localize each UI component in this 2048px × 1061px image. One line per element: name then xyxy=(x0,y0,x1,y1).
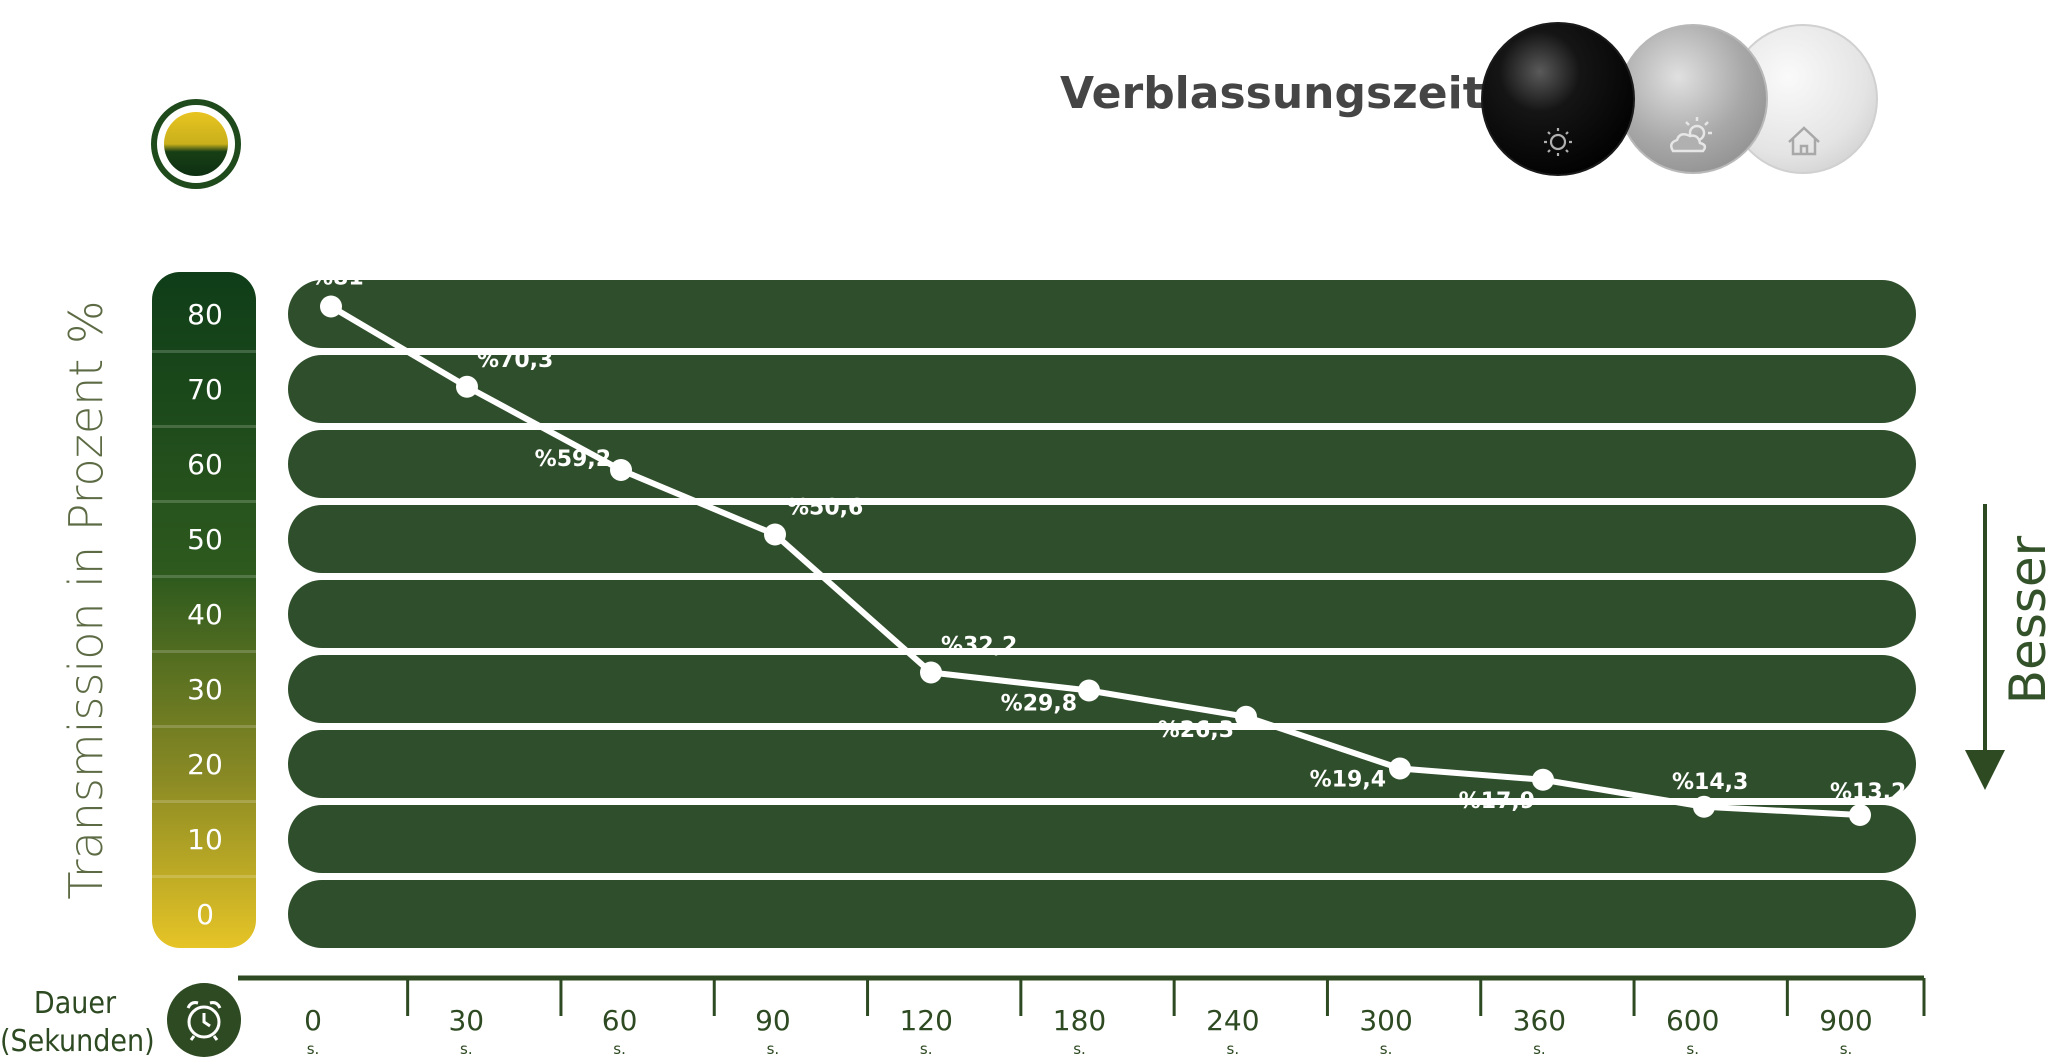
data-point xyxy=(456,375,478,398)
x-tick-unit: s. xyxy=(1227,1040,1240,1058)
y-pill-divider xyxy=(152,350,256,353)
lens-cloudy xyxy=(1618,24,1768,174)
x-tick-unit: s. xyxy=(1840,1040,1853,1058)
house-icon xyxy=(1788,126,1820,156)
y-tick-label: 60 xyxy=(187,448,223,481)
sun-icon xyxy=(1544,128,1572,156)
data-label: %70,3 xyxy=(477,348,553,373)
duration-label-line2: (Sekunden) xyxy=(0,1024,155,1059)
y-axis-pill xyxy=(152,272,256,948)
y-axis-pill-bg xyxy=(152,272,256,948)
data-label: %81 xyxy=(311,266,364,291)
x-tick-label: 240 xyxy=(1206,1004,1259,1037)
x-tick-label: 120 xyxy=(899,1004,952,1037)
y-pill-divider xyxy=(152,800,256,803)
data-label: %19,4 xyxy=(1310,768,1386,793)
chart-title: Verblassungszeit xyxy=(1060,68,1484,119)
grid-band xyxy=(288,280,1916,348)
data-point xyxy=(920,661,942,684)
y-tick-label: 30 xyxy=(187,673,223,706)
y-tick-label: 10 xyxy=(187,823,223,856)
grid-band xyxy=(288,505,1916,573)
y-tick-label: 80 xyxy=(187,298,223,331)
grid-band xyxy=(288,655,1916,723)
x-tick-label: 180 xyxy=(1053,1004,1106,1037)
x-tick-unit: s. xyxy=(1073,1040,1086,1058)
data-label: %59,2 xyxy=(535,447,611,472)
partly-cloudy-icon xyxy=(1669,117,1712,153)
y-pill-divider xyxy=(152,500,256,503)
x-tick-label: 30 xyxy=(448,1004,484,1037)
x-tick-unit: s. xyxy=(767,1040,780,1058)
y-tick-label: 70 xyxy=(187,373,223,406)
grid-band xyxy=(288,580,1916,648)
x-tick-label: 600 xyxy=(1666,1004,1719,1037)
x-tick-label: 360 xyxy=(1513,1004,1566,1037)
y-tick-label: 0 xyxy=(196,898,214,931)
data-point xyxy=(320,295,342,318)
x-tick-unit: s. xyxy=(1686,1040,1699,1058)
data-label: %32,2 xyxy=(941,634,1017,659)
y-pill-divider xyxy=(152,725,256,728)
y-pill-divider xyxy=(152,575,256,578)
data-point xyxy=(1389,757,1411,780)
data-label: %14,3 xyxy=(1672,770,1748,795)
x-tick-unit: s. xyxy=(1380,1040,1393,1058)
x-tick-label: 900 xyxy=(1819,1004,1872,1037)
data-label: %50,6 xyxy=(787,496,863,521)
duration-label: Dauer (Sekunden) xyxy=(0,985,155,1061)
x-axis: 0 s. 30 s. 60 s. 90 s. 120 s. 180 s. 240 s. 300 s. 360 s.… xyxy=(238,975,1926,1058)
data-label: %29,8 xyxy=(1001,692,1077,717)
duration-label-line1: Dauer xyxy=(33,986,117,1021)
series-line: %81 %70,3 %59,2 %50,6 %32,2 %29,8 %26,3 %19,4 %1… xyxy=(311,266,1906,826)
x-tick-label: 300 xyxy=(1359,1004,1412,1037)
data-point xyxy=(764,523,786,546)
data-point xyxy=(1849,804,1871,826)
data-point xyxy=(1532,768,1554,791)
x-tick-label: 60 xyxy=(602,1004,638,1037)
lens-sunny xyxy=(1481,22,1635,176)
data-point xyxy=(1078,679,1100,702)
y-pill-divider xyxy=(152,425,256,428)
y-tick-label: 20 xyxy=(187,748,223,781)
y-tick-label: 50 xyxy=(187,523,223,556)
y-tick-label: 40 xyxy=(187,598,223,631)
x-tick-label: 90 xyxy=(755,1004,791,1037)
x-tick-unit: s. xyxy=(613,1040,626,1058)
x-tick-unit: s. xyxy=(307,1040,320,1058)
grid-band xyxy=(288,355,1916,423)
x-tick-label: 0 xyxy=(304,1004,322,1037)
grid-band xyxy=(288,880,1916,948)
y-tick-labels: 80 70 60 50 40 30 20 10 0 xyxy=(187,298,223,931)
lens-gradient-icon xyxy=(151,99,241,189)
grid-band xyxy=(288,730,1916,798)
x-tick-unit: s. xyxy=(1533,1040,1546,1058)
y-pill-divider xyxy=(152,875,256,878)
data-point xyxy=(610,459,632,481)
arrow-down-icon xyxy=(1965,504,2005,790)
data-label: %17,9 xyxy=(1459,789,1535,814)
data-label: %26,3 xyxy=(1158,718,1234,743)
data-point xyxy=(1693,795,1715,818)
grid-band xyxy=(288,805,1916,873)
alarm-clock-icon xyxy=(167,983,241,1057)
data-point xyxy=(1235,705,1257,728)
grid-band xyxy=(288,430,1916,498)
grid-bands xyxy=(288,280,1916,948)
x-tick-unit: s. xyxy=(460,1040,473,1058)
x-tick-unit: s. xyxy=(920,1040,933,1058)
data-label: %13,2 xyxy=(1830,780,1906,805)
y-pill-divider xyxy=(152,650,256,653)
